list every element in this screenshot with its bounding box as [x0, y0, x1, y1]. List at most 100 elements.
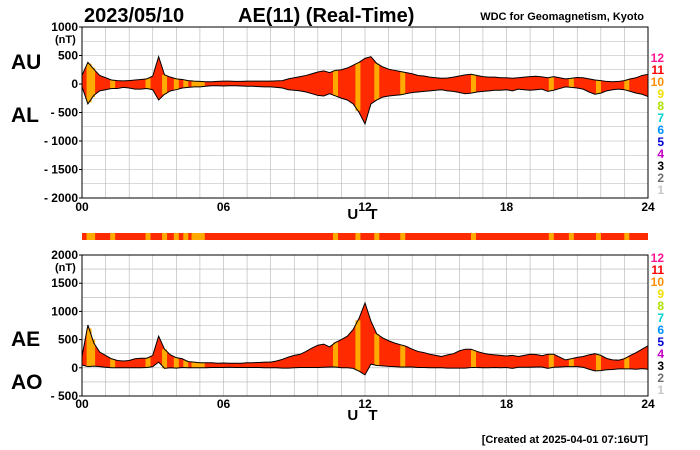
highlight-band — [110, 359, 116, 368]
y-tick-label: - 500 — [51, 389, 79, 403]
highlight-band — [173, 78, 179, 90]
activity-bar-band — [595, 233, 601, 240]
ae-line — [81, 301, 649, 364]
activity-level-6: 6 — [657, 323, 664, 337]
y-tick-label: 2000 — [51, 248, 78, 262]
activity-level-10: 10 — [651, 75, 665, 89]
header-title: AE(11) (Real-Time) — [238, 5, 414, 27]
y-tick-label: - 2000 — [44, 191, 78, 205]
highlight-band — [145, 78, 151, 89]
activity-level-11: 11 — [651, 263, 664, 277]
activity-level-9: 9 — [657, 287, 664, 301]
activity-level-4: 4 — [657, 147, 664, 161]
ae-label: AE — [11, 328, 40, 351]
activity-bar-band — [173, 233, 179, 240]
y-tick-label: 500 — [58, 333, 78, 347]
x-tick-label: 12 — [358, 397, 372, 411]
x-tick-label: 06 — [217, 397, 231, 411]
x-tick-label: 18 — [500, 200, 514, 214]
activity-bar-band — [400, 233, 406, 240]
activity-level-2: 2 — [657, 371, 664, 385]
highlight-band — [183, 80, 189, 88]
activity-level-12: 12 — [651, 51, 665, 65]
y-tick-label: 0 — [71, 361, 78, 375]
highlight-band — [90, 67, 96, 98]
highlight-band — [568, 358, 574, 367]
activity-bar-band — [548, 233, 554, 240]
activity-level-5: 5 — [657, 335, 664, 349]
highlight-band — [548, 354, 554, 368]
activity-bar-band — [86, 233, 92, 240]
highlight-band — [595, 80, 601, 94]
highlight-band — [355, 62, 361, 111]
activity-level-5: 5 — [657, 135, 664, 149]
highlight-band — [199, 362, 205, 368]
lower-y-ticks: 2000 1500 1000 500 0 - 500 — [51, 248, 82, 403]
lower-highlight-bands — [86, 320, 630, 371]
activity-level-2: 2 — [657, 171, 664, 185]
lower-unit-label: (nT) — [55, 262, 76, 274]
header-date: 2023/05/10 — [84, 5, 184, 27]
highlight-band — [196, 362, 202, 368]
highlight-band — [162, 74, 168, 95]
upper-outline — [81, 54, 649, 126]
activity-bar-band — [374, 233, 380, 240]
footer-created: [Created at 2025-04-01 07:16UT] — [482, 434, 649, 446]
highlight-band — [191, 81, 197, 87]
activity-level-6: 6 — [657, 123, 664, 137]
activity-level-7: 7 — [657, 311, 664, 325]
activity-bar-band — [162, 233, 168, 240]
activity-bar-band — [624, 233, 630, 240]
lower-x-axis-label: U T — [347, 407, 380, 424]
activity-bar-band — [183, 233, 189, 240]
highlight-band — [355, 320, 361, 371]
activity-bar — [82, 233, 648, 240]
y-tick-label: 1000 — [51, 20, 78, 34]
highlight-band — [162, 349, 168, 369]
series-area — [82, 56, 648, 124]
upper-area-fill — [82, 56, 648, 124]
highlight-band — [624, 357, 630, 369]
ao-line — [81, 361, 649, 376]
activity-level-3: 3 — [657, 159, 664, 173]
ao-label: AO — [11, 371, 43, 394]
highlight-band — [173, 357, 179, 369]
lower-outline — [81, 301, 649, 376]
al-line — [81, 85, 649, 126]
highlight-band — [470, 74, 476, 93]
activity-bar-base — [82, 233, 648, 240]
highlight-band — [86, 328, 92, 367]
y-tick-label: 0 — [71, 77, 78, 91]
activity-level-12: 12 — [651, 251, 665, 265]
highlight-band — [110, 80, 116, 89]
activity-level-11: 11 — [651, 63, 664, 77]
x-tick-label: 24 — [641, 200, 655, 214]
upper-x-ticks: 00 06 12 18 24 — [75, 200, 655, 214]
activity-level-8: 8 — [657, 99, 664, 113]
activity-bar-bands — [86, 233, 630, 240]
activity-bar-band — [145, 233, 151, 240]
lower-area-fill — [82, 302, 648, 375]
activity-bar-band — [90, 233, 96, 240]
y-tick-label: 1500 — [51, 276, 78, 290]
highlight-band — [145, 357, 151, 368]
highlight-band — [568, 78, 574, 88]
highlight-band — [374, 333, 380, 366]
activity-level-10: 10 — [651, 275, 665, 289]
activity-bar-band — [191, 233, 197, 240]
highlight-band — [595, 354, 601, 371]
y-tick-label: - 1000 — [44, 134, 78, 148]
activity-level-3: 3 — [657, 359, 664, 373]
lower-x-ticks: 00 06 12 18 24 — [75, 397, 655, 411]
x-tick-label: 00 — [75, 200, 89, 214]
x-tick-label: 06 — [217, 200, 231, 214]
x-tick-label: 24 — [641, 397, 655, 411]
activity-level-9: 9 — [657, 87, 664, 101]
activity-level-4: 4 — [657, 347, 664, 361]
header-organization: WDC for Geomagnetism, Kyoto — [480, 11, 644, 23]
highlight-band — [470, 350, 476, 368]
highlight-band — [183, 360, 189, 368]
y-tick-label: - 500 — [51, 106, 79, 120]
